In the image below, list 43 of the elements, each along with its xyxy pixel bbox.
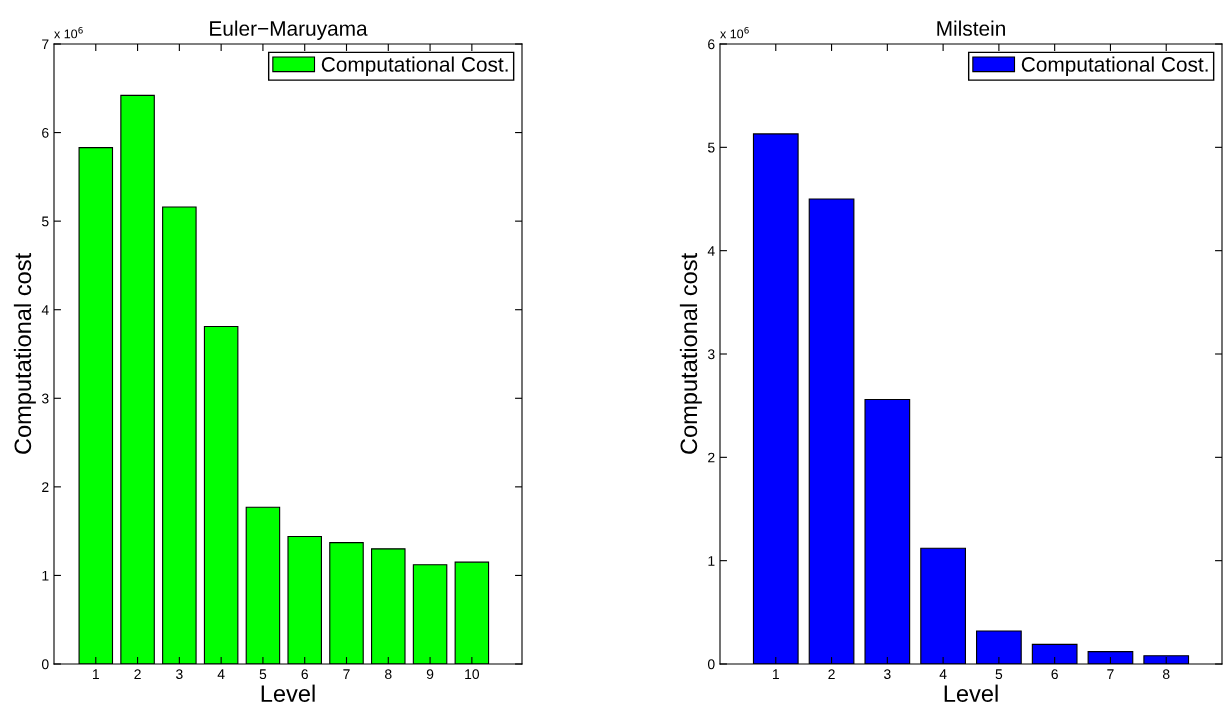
x-tick-label: 3 [176, 669, 183, 680]
x-tick-label: 3 [884, 669, 891, 680]
x-tick-label: 9 [426, 669, 434, 680]
x-tick-label: 8 [385, 669, 392, 680]
y-tick-label: 0 [707, 659, 715, 670]
x-tick-label: 10 [465, 669, 480, 680]
y-tick-label: 3 [707, 349, 715, 360]
x-tick-label: 7 [1107, 669, 1114, 679]
y-tick-label: 0 [41, 659, 49, 670]
legend-label: Computational Cost. [321, 56, 508, 76]
x-tick-label: 4 [939, 669, 947, 679]
y-tick-label: 1 [708, 556, 715, 566]
text: x 10$^{6}$ [720, 26, 749, 39]
x-tick-label: 5 [259, 669, 267, 680]
x-axis-title: Level [261, 684, 315, 702]
chart-title: Euler−Maruyama [210, 20, 368, 40]
y-tick-label: 2 [42, 482, 49, 492]
y-tick-label: 6 [42, 127, 49, 138]
y-tick-label: 4 [707, 246, 715, 256]
y-axis-title: Computational cost [679, 253, 702, 454]
x-tick-label: 1 [92, 669, 99, 679]
x-tick-label: 8 [1162, 669, 1170, 680]
y-tick-label: 1 [42, 570, 49, 581]
y-tick-label: 7 [42, 39, 49, 50]
x-axis-title: Level [944, 684, 998, 702]
x-tick-label: 6 [301, 669, 308, 680]
x-tick-label: 5 [995, 669, 1003, 680]
y-axis-title: Computational cost [13, 253, 36, 454]
x-tick-label: 6 [1051, 669, 1058, 680]
x-tick-label: 4 [217, 669, 225, 679]
y-tick-label: 3 [41, 393, 49, 404]
y-tick-label: 6 [708, 39, 715, 50]
y-tick-label: 4 [41, 305, 49, 315]
y-tick-label: 5 [707, 142, 715, 153]
legend-label: Computational Cost. [1021, 56, 1208, 76]
x-tick-label: 1 [772, 669, 779, 679]
y-tick-label: 2 [708, 452, 715, 463]
y-tick-label: 5 [41, 216, 49, 227]
x-tick-label: 2 [828, 669, 835, 679]
x-tick-label: 2 [134, 669, 141, 679]
x-tick-label: 7 [343, 669, 350, 679]
chart-title: Milstein [937, 20, 1005, 36]
text: x 10$^{6}$ [54, 26, 83, 39]
